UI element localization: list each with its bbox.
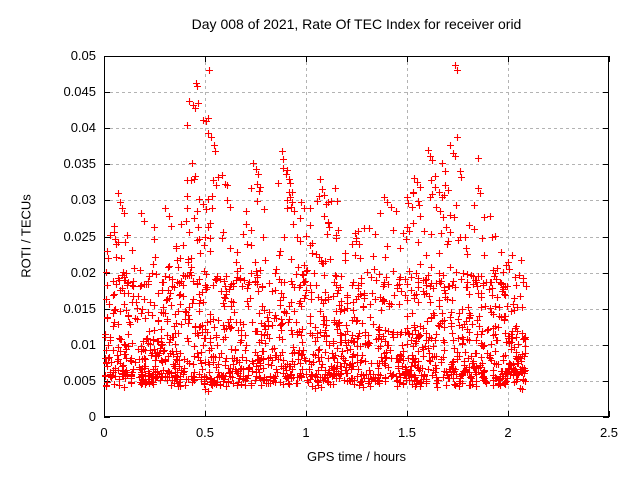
y-tick-label: 0.045: [63, 84, 96, 100]
x-tick-label: 1: [302, 425, 310, 440]
plot-border: [104, 56, 609, 417]
y-tick-label: 0.01: [70, 336, 96, 352]
y-tick-label: 0.015: [63, 300, 96, 316]
y-tick-label: 0.03: [70, 192, 96, 208]
y-tick-label: 0.005: [63, 372, 96, 388]
x-tick-label: 2.5: [599, 425, 619, 440]
scatter-plot-canvas: [102, 56, 610, 418]
plot-area: [102, 56, 610, 418]
y-tick-label: 0.04: [70, 120, 96, 136]
x-tick-label: 1.5: [397, 425, 417, 440]
y-tick-label: 0.02: [70, 264, 96, 280]
y-tick-label: 0: [88, 409, 96, 424]
chart-title: Day 008 of 2021, Rate Of TEC Index for r…: [191, 16, 522, 32]
scatter-points: [102, 62, 530, 395]
y-tick-label: 0.035: [63, 156, 96, 172]
x-tick-label: 2: [504, 425, 512, 440]
x-tick-label: 0.5: [195, 425, 215, 440]
x-axis-label: GPS time / hours: [307, 449, 406, 464]
y-tick-label: 0.025: [63, 228, 96, 244]
y-tick-label: 0.05: [70, 48, 96, 63]
x-tick-label: 0: [100, 425, 108, 440]
